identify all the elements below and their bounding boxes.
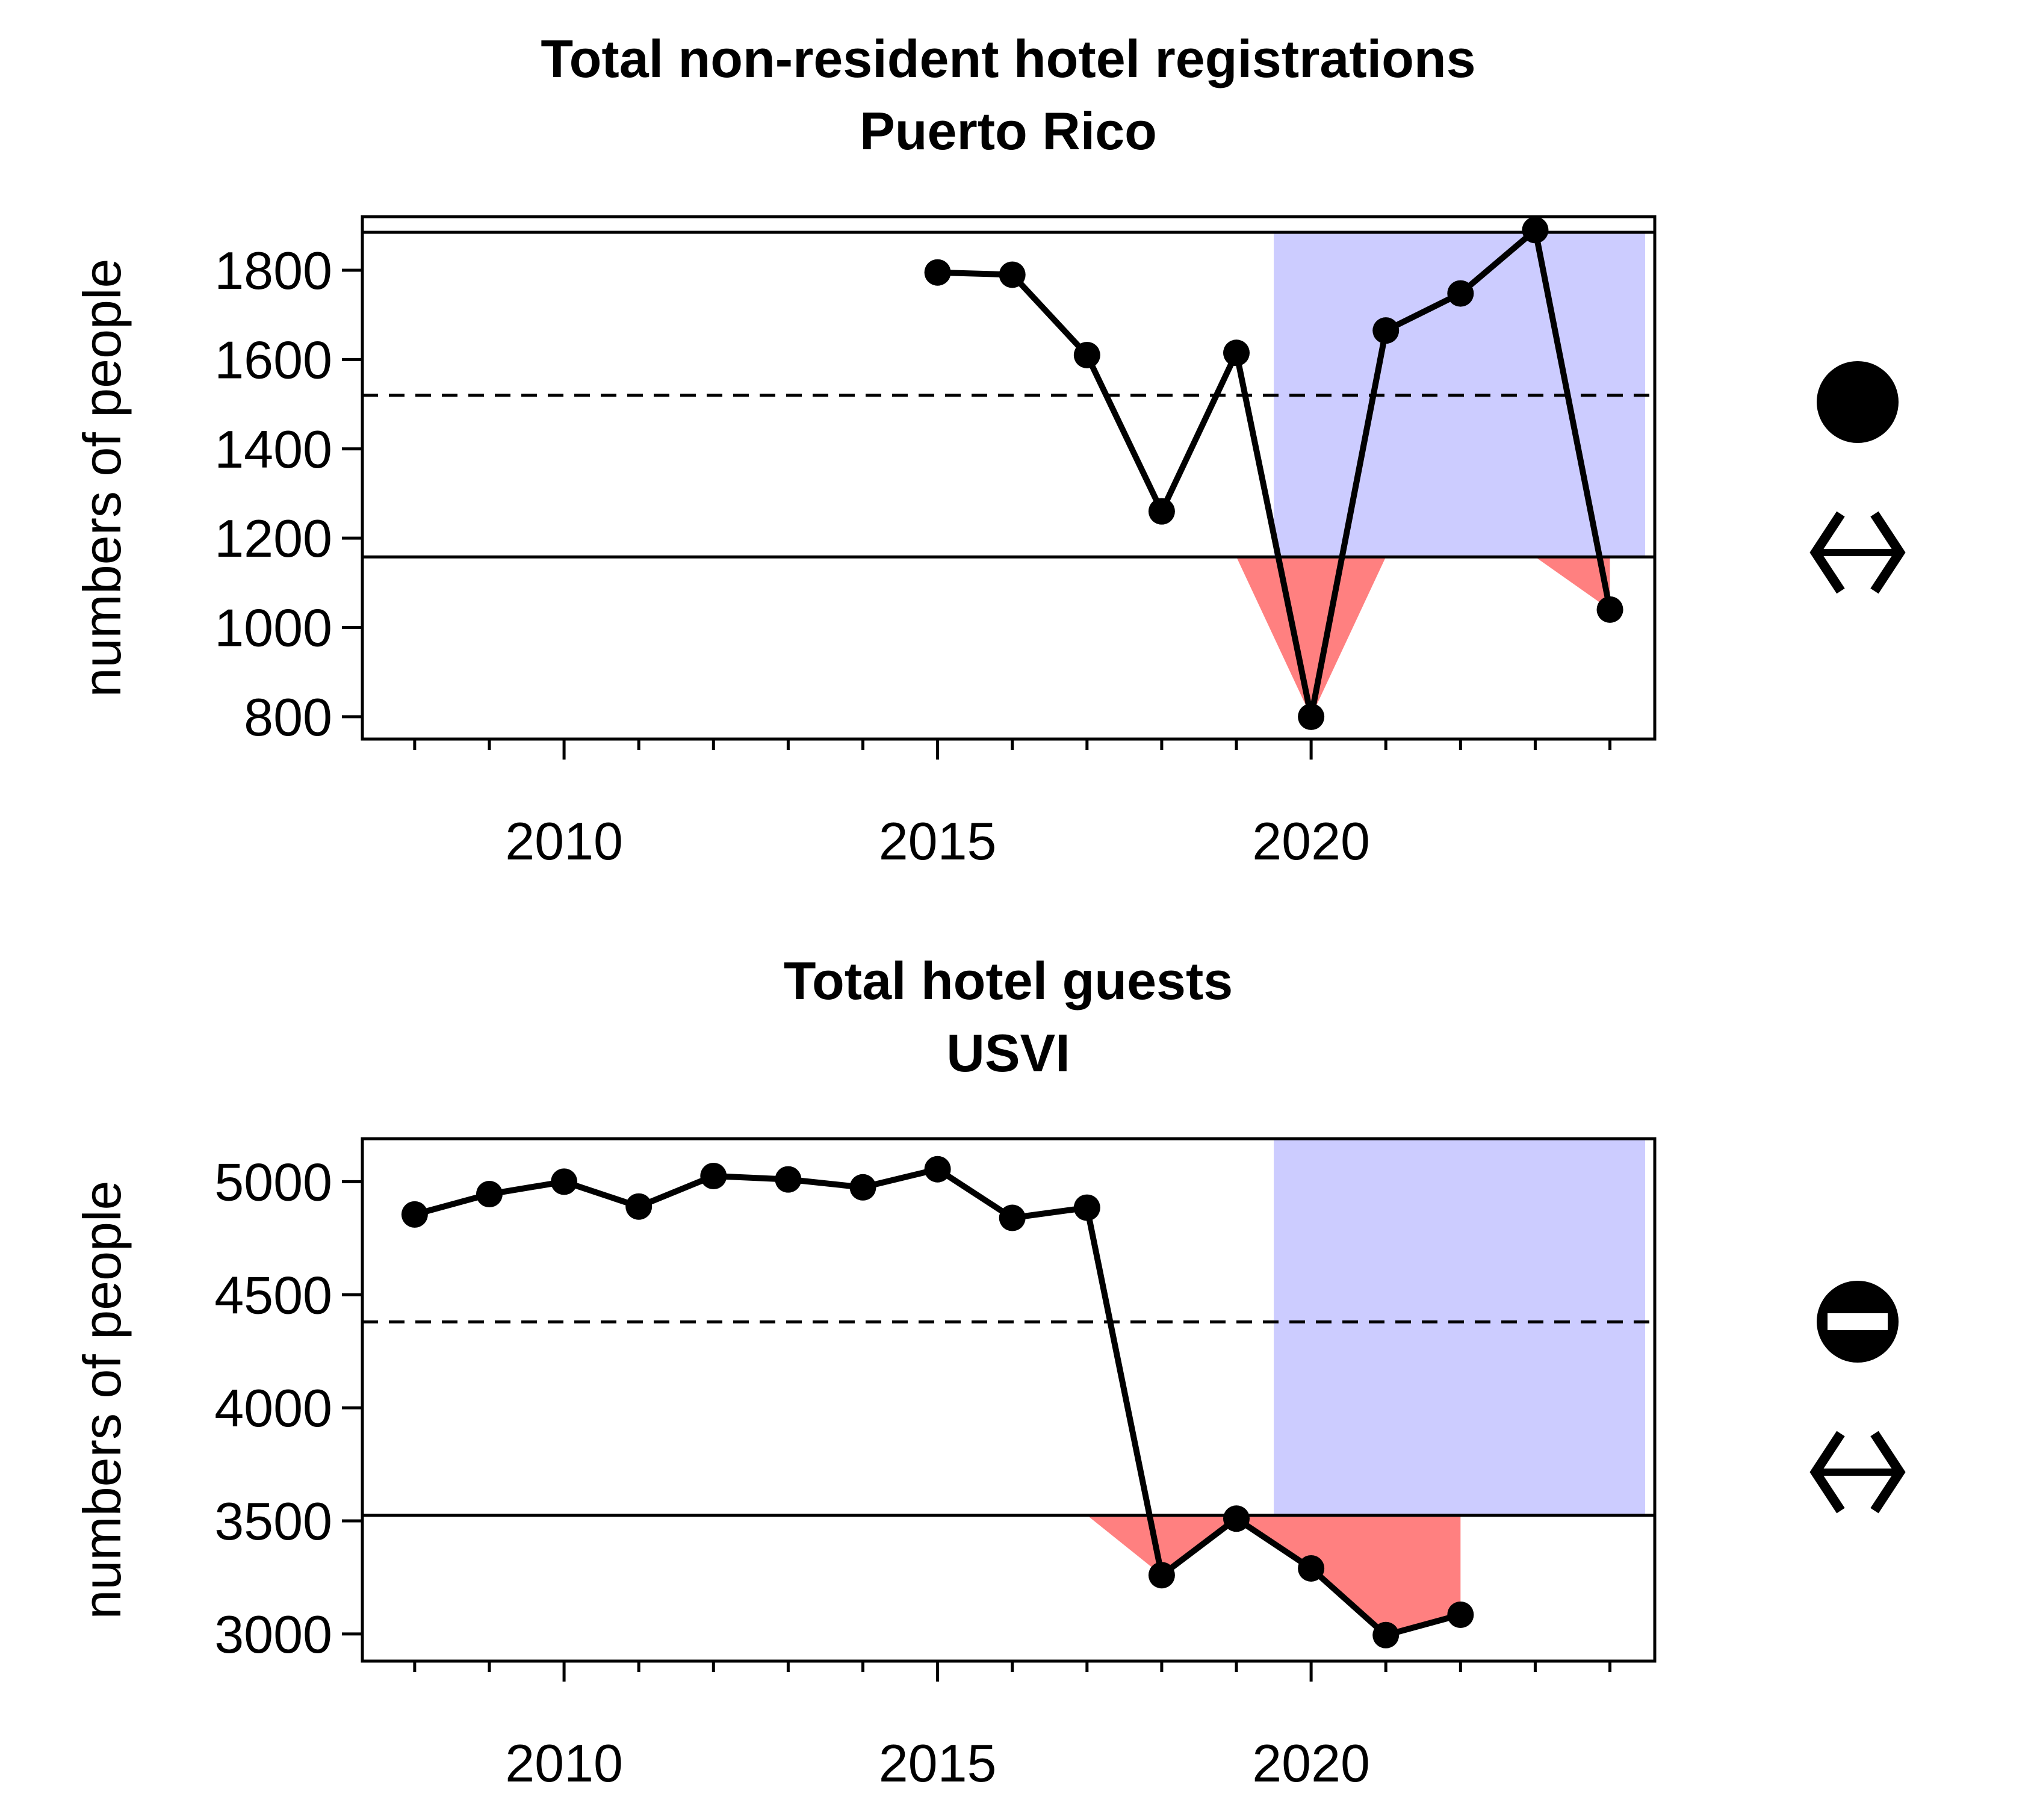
data-point xyxy=(1298,1555,1325,1582)
chart-title: Total hotel guests xyxy=(784,951,1233,1011)
x-tick-label: 2020 xyxy=(1252,1733,1370,1793)
trend-circle-icon xyxy=(1817,361,1899,443)
data-point xyxy=(1073,1194,1100,1221)
plot-frame xyxy=(361,1137,1657,1663)
y-tick-label: 3000 xyxy=(214,1605,332,1664)
data-point xyxy=(1522,217,1549,244)
data-point xyxy=(1372,317,1400,344)
data-point xyxy=(1298,703,1325,730)
chart-panel-usvi: Total hotel guests USVI numbers of peopl… xyxy=(72,951,1906,1793)
double-arrow-icon xyxy=(1809,511,1906,594)
data-point xyxy=(476,1181,503,1208)
chart-title: Total non-resident hotel registrations xyxy=(541,29,1475,88)
data-point xyxy=(551,1168,578,1195)
x-tick-label: 2015 xyxy=(879,1733,997,1793)
y-tick-label: 1200 xyxy=(214,509,332,568)
y-axis-label: numbers of people xyxy=(72,259,132,698)
data-point xyxy=(1148,498,1175,525)
data-point xyxy=(1596,596,1623,623)
data-point xyxy=(1447,1601,1474,1628)
data-point xyxy=(924,259,951,286)
y-tick-label: 4500 xyxy=(214,1265,332,1325)
trend-circle-bar-icon xyxy=(1817,1281,1899,1363)
y-tick-label: 800 xyxy=(244,687,332,747)
y-tick-label: 1800 xyxy=(214,241,332,300)
data-point xyxy=(1223,339,1250,367)
arrow-head-right xyxy=(1870,511,1906,594)
arrow-head-left xyxy=(1809,1431,1845,1514)
data-point xyxy=(1372,1621,1400,1648)
y-axis-label: numbers of people xyxy=(72,1181,132,1620)
data-point xyxy=(775,1166,802,1193)
arrow-head-right xyxy=(1870,1431,1906,1514)
highlight-region xyxy=(1274,1139,1645,1515)
data-point xyxy=(1073,341,1100,368)
data-point xyxy=(999,261,1026,288)
arrow-head-left xyxy=(1809,511,1845,594)
chart-subtitle: Puerto Rico xyxy=(860,101,1157,161)
data-point xyxy=(700,1163,727,1189)
y-tick-label: 4000 xyxy=(214,1378,332,1438)
data-point xyxy=(1447,280,1474,307)
x-tick-label: 2010 xyxy=(505,1733,623,1793)
series-line xyxy=(937,227,1613,720)
x-tick-label: 2010 xyxy=(505,811,623,871)
y-tick-label: 1600 xyxy=(214,330,332,389)
chart-subtitle: USVI xyxy=(946,1023,1070,1083)
chart-panel-puerto-rico: Total non-resident hotel registrations P… xyxy=(72,29,1906,871)
y-tick-label: 5000 xyxy=(214,1152,332,1212)
data-point xyxy=(1223,1505,1250,1532)
double-arrow-icon xyxy=(1809,1431,1906,1514)
y-tick-label: 1400 xyxy=(214,419,332,479)
data-point xyxy=(1148,1562,1175,1589)
y-tick-label: 1000 xyxy=(214,598,332,658)
data-point xyxy=(849,1174,876,1201)
x-tick-label: 2015 xyxy=(879,811,997,871)
trend-bar-icon xyxy=(1828,1313,1888,1330)
below-lower-fill xyxy=(937,557,1610,717)
data-point xyxy=(625,1193,653,1220)
plot-frame xyxy=(361,215,1657,741)
data-point xyxy=(401,1201,428,1228)
x-tick-label: 2020 xyxy=(1252,811,1370,871)
data-point xyxy=(999,1204,1026,1231)
y-tick-label: 3500 xyxy=(214,1491,332,1551)
data-point xyxy=(924,1156,951,1183)
